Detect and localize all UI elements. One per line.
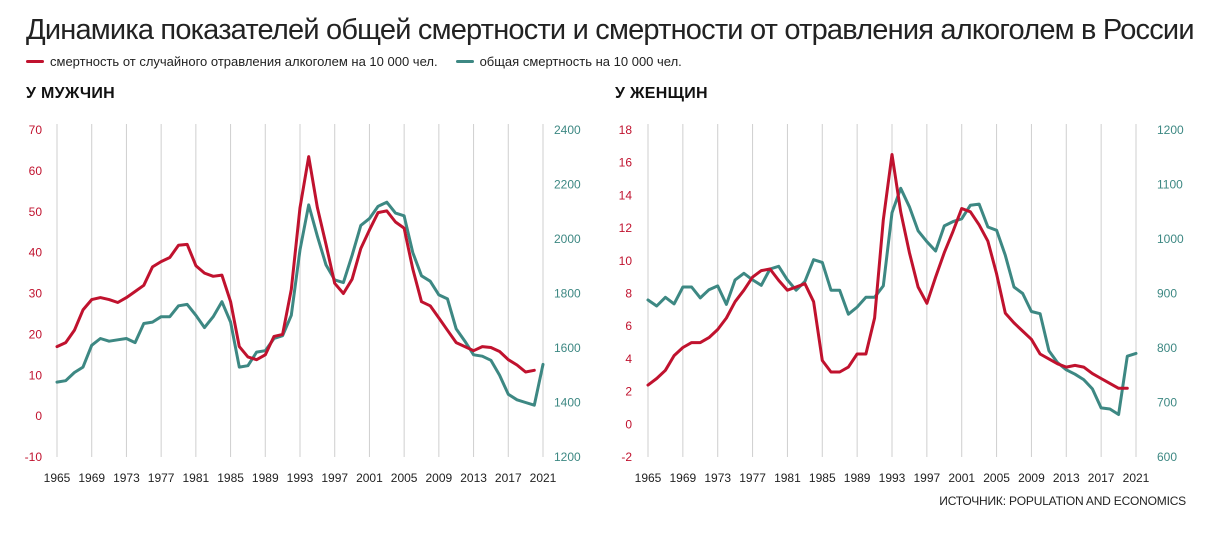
women-y-right-tick-label: 1200 (1157, 123, 1184, 137)
women-x-tick-label: 1997 (914, 471, 941, 485)
men-y-right-tick-label: 2200 (554, 178, 581, 192)
men-x-tick-label: 1981 (183, 471, 210, 485)
women-x-tick-label: 1969 (670, 471, 697, 485)
women-y-left-tick-label: 6 (625, 319, 632, 333)
men-x-tick-label: 2013 (460, 471, 487, 485)
men-x-tick-label: 1993 (287, 471, 314, 485)
men-y-left-tick-label: 70 (29, 123, 43, 137)
women-x-tick-label: 1965 (635, 471, 662, 485)
men-x-tick-label: 2001 (356, 471, 383, 485)
men-y-left-tick-label: 0 (35, 409, 42, 423)
men-y-left-tick-label: 20 (29, 327, 43, 341)
women-series-line-total (646, 186, 1138, 416)
women-x-tick-label: 2013 (1053, 471, 1080, 485)
panel-title-women: У ЖЕНЩИН (615, 85, 708, 102)
women-x-tick-label: 2017 (1088, 471, 1115, 485)
women-y-left-tick-label: -2 (621, 450, 632, 464)
women-y-left-tick-label: 0 (625, 417, 632, 431)
men-x-tick-label: 1973 (113, 471, 140, 485)
men-y-left-tick-label: 60 (29, 164, 43, 178)
women-x-tick-label: 1993 (879, 471, 906, 485)
legend-label-alcohol: смертность от случайного отравления алко… (50, 54, 438, 69)
men-series-line-total (55, 200, 545, 407)
men-y-left-tick-label: -10 (25, 450, 43, 464)
legend-label-total: общая смертность на 10 000 чел. (479, 54, 682, 69)
women-y-left-tick-label: 18 (619, 123, 633, 137)
women-x-tick-label: 2009 (1018, 471, 1045, 485)
legend-swatch-total (455, 60, 474, 63)
women-y-right-tick-label: 700 (1157, 396, 1177, 410)
men-y-right-tick-label: 2400 (554, 123, 581, 137)
legend: смертность от случайного отравления алко… (26, 54, 700, 69)
men-x-tick-label: 1997 (321, 471, 348, 485)
women-x-tick-label: 1977 (739, 471, 766, 485)
men-y-right-tick-label: 1200 (554, 450, 581, 464)
men-y-right-tick-label: 1400 (554, 396, 581, 410)
women-y-left-tick-label: 10 (619, 254, 633, 268)
men-x-tick-label: 1977 (148, 471, 175, 485)
women-y-right-tick-label: 800 (1157, 341, 1177, 355)
women-x-tick-label: 2021 (1123, 471, 1150, 485)
men-x-tick-label: 1969 (78, 471, 105, 485)
women-y-right-tick-label: 1000 (1157, 232, 1184, 246)
women-y-right-tick-label: 1100 (1157, 178, 1183, 192)
men-x-tick-label: 1965 (44, 471, 71, 485)
women-y-left-tick-label: 12 (619, 221, 633, 235)
legend-item-total: общая смертность на 10 000 чел. (455, 54, 682, 69)
page-title: Динамика показателей общей смертности и … (26, 14, 1195, 46)
men-y-left-tick-label: 50 (29, 205, 43, 219)
women-x-tick-label: 1973 (704, 471, 731, 485)
men-y-right-tick-label: 1800 (554, 287, 581, 301)
legend-item-alcohol: смертность от случайного отравления алко… (26, 54, 438, 69)
women-y-left-tick-label: 4 (625, 352, 632, 366)
men-y-right-tick-label: 1600 (554, 341, 581, 355)
women-x-tick-label: 2005 (983, 471, 1010, 485)
men-x-tick-label: 2009 (426, 471, 453, 485)
men-y-left-tick-label: 30 (29, 287, 43, 301)
women-y-left-tick-label: 16 (619, 156, 633, 170)
men-y-left-tick-label: 10 (29, 368, 43, 382)
women-y-left-tick-label: 14 (619, 188, 633, 202)
legend-swatch-alcohol (26, 60, 44, 63)
men-x-tick-label: 1985 (217, 471, 244, 485)
women-x-tick-label: 2001 (948, 471, 975, 485)
women-series-line-alcohol (646, 153, 1129, 390)
women-y-left-tick-label: 8 (625, 287, 632, 301)
women-x-tick-label: 1989 (844, 471, 871, 485)
men-x-tick-label: 2017 (495, 471, 522, 485)
men-series-line-alcohol (55, 155, 536, 374)
women-y-right-tick-label: 900 (1157, 287, 1177, 301)
women-y-right-tick-label: 600 (1157, 450, 1177, 464)
women-y-left-tick-label: 2 (625, 385, 632, 399)
men-x-tick-label: 2021 (530, 471, 557, 485)
men-x-tick-label: 1989 (252, 471, 279, 485)
men-y-right-tick-label: 2000 (554, 232, 581, 246)
men-y-left-tick-label: 40 (29, 246, 43, 260)
women-x-tick-label: 1985 (809, 471, 836, 485)
women-x-tick-label: 1981 (774, 471, 801, 485)
men-x-tick-label: 2005 (391, 471, 418, 485)
panel-title-men: У МУЖЧИН (26, 85, 116, 102)
source-note: ИСТОЧНИК: POPULATION AND ECONOMICS (939, 494, 1186, 508)
